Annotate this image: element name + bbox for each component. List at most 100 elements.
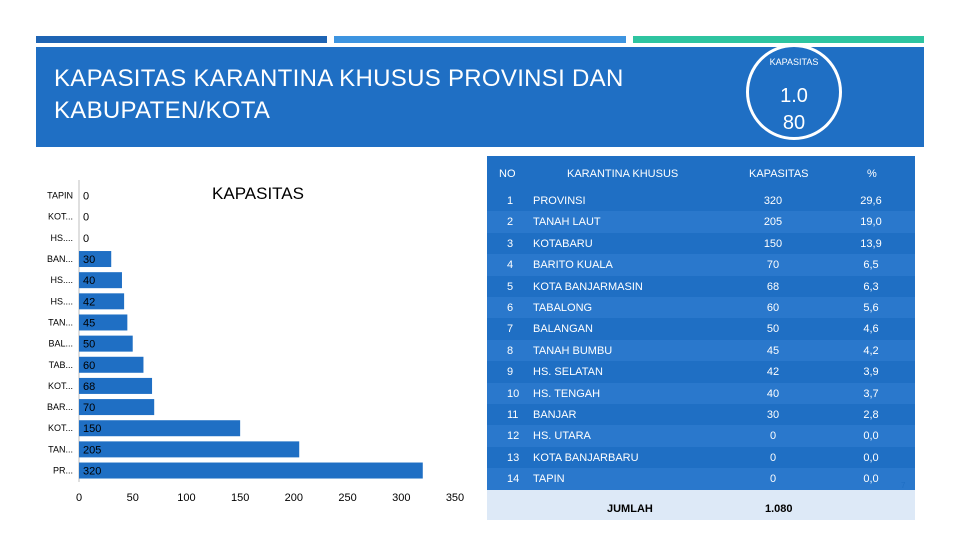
capacity-circle-value: 1.080 [780,85,808,134]
cell-capacity: 45 [766,344,780,357]
cell-name: KOTABARU [533,237,593,250]
header-kapasitas: KAPASITAS [749,168,809,180]
category-label: HS.... [50,233,73,243]
x-tick-label: 200 [285,492,303,504]
total-value: 1.080 [765,503,793,515]
cell-capacity: 150 [763,237,783,250]
bar [79,335,133,352]
cell-capacity: 60 [766,302,780,314]
x-tick-label: 0 [76,492,82,504]
table-header: NO KARANTINA KHUSUS KAPASITAS % [487,156,915,190]
cell-no: 1 [507,195,514,207]
table-row: 11 BANJAR 30 2,8 [487,404,915,426]
bar [79,441,300,458]
cell-capacity: 40 [766,387,780,400]
cell-no: 11 [507,409,519,421]
header-karantina: KARANTINA KHUSUS [567,168,679,180]
page-number: 7 [901,481,906,490]
header-banner: KAPASITAS KARANTINA KHUSUS PROVINSI DAN … [36,44,924,147]
data-label: 0 [83,212,89,224]
cell-no: 6 [507,302,514,314]
bar [79,420,241,437]
bar [79,377,153,394]
total-label: JUMLAH [607,503,653,515]
category-label: PR... [53,466,73,476]
category-label: HS.... [50,296,73,306]
data-label: 150 [83,423,101,435]
cell-percent: 0,0 [863,473,879,486]
table-footer: JUMLAH 1.080 [487,497,915,520]
cell-no: 9 [507,366,514,379]
header-percent: % [867,168,877,180]
cell-percent: 29,6 [860,195,882,207]
cell-name: BARITO KUALA [533,259,613,272]
x-tick-label: 50 [127,492,139,504]
cell-no: 10 [507,387,520,400]
cell-percent: 3,9 [863,366,879,379]
table-row: 4 BARITO KUALA 70 6,5 [487,254,915,276]
cell-name: TABALONG [533,302,593,314]
data-label: 320 [83,466,101,478]
capacity-bar-chart: KAPASITAS TAPIN 0 KOT... 0 HS.... 0 BAN... 30 HS… [47,180,464,504]
cell-percent: 4,2 [863,344,879,357]
slide-title: KAPASITAS KARANTINA KHUSUS PROVINSI DAN … [54,65,624,124]
data-label: 70 [83,402,95,414]
x-tick-label: 300 [392,492,410,504]
table-row: 6 TABALONG 60 5,6 [487,297,915,319]
cell-capacity: 42 [766,366,780,379]
bar [79,272,122,289]
table-row: 14 TAPIN 0 0,0 [487,468,915,490]
data-label: 30 [83,254,95,266]
table-row: 5 KOTA BANJARMASIN 68 6,3 [487,275,915,297]
bar [79,293,125,310]
category-label: TAPIN [47,191,73,201]
data-label: 45 [83,317,95,329]
bar [79,356,144,373]
cell-capacity: 0 [769,451,777,464]
cell-capacity: 0 [769,430,777,443]
table-row: 1 PROVINSI 320 29,6 [487,190,915,212]
data-label: 0 [83,233,89,245]
cell-percent: 4,6 [863,323,879,336]
category-label: BAN... [47,254,73,264]
table-row: 8 TANAH BUMBU 45 4,2 [487,339,915,362]
category-label: KOT... [48,212,73,222]
bar [79,314,128,331]
table-row: 7 BALANGAN 50 4,6 [487,318,915,340]
cell-percent: 5,6 [863,302,879,314]
table-row: 9 HS. SELATAN 42 3,9 [487,361,915,383]
cell-percent: 2,8 [863,409,879,421]
cell-capacity: 205 [763,216,783,229]
table-row: 10 HS. TENGAH 40 3,7 [487,382,915,404]
category-label: TAN... [48,444,73,454]
category-label: TAN... [48,317,73,327]
data-label: 50 [83,339,95,351]
category-label: KOT... [48,381,73,391]
cell-no: 4 [507,259,514,272]
category-label: BAL... [48,339,73,349]
data-label: 40 [83,275,95,287]
cell-name: HS. UTARA [533,430,591,443]
cell-no: 14 [507,473,520,486]
cell-name: TAPIN [533,473,565,486]
cell-no: 7 [507,323,514,336]
x-tick-label: 250 [338,492,356,504]
cell-capacity: 0 [769,473,777,486]
chart-title: KAPASITAS [212,184,304,203]
table-row: 2 TANAH LAUT 205 19,0 [487,211,915,233]
x-tick-label: 350 [446,492,464,504]
category-label: KOT... [48,423,73,433]
bar [79,251,112,268]
table-row: 13 KOTA BANJARBARU 0 0,0 [487,446,915,469]
data-label: 68 [83,381,95,393]
cell-percent: 6,3 [863,280,879,293]
cell-name: BANJAR [533,409,577,421]
cell-percent: 3,7 [863,387,879,400]
accent-bar-1 [36,36,327,43]
cell-capacity: 320 [763,195,783,207]
x-tick-label: 100 [177,492,195,504]
cell-capacity: 50 [766,323,780,336]
cell-percent: 19,0 [860,216,882,229]
cell-name: TANAH BUMBU [533,344,613,357]
cell-no: 3 [507,237,514,250]
